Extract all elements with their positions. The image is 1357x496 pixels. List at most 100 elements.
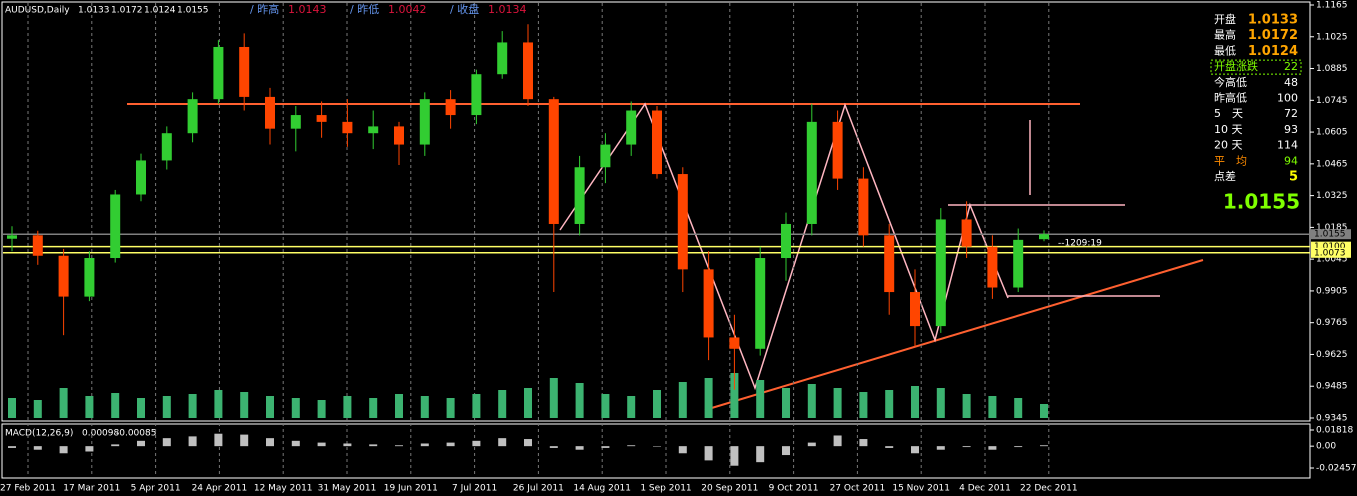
info-value: 93 [1284, 123, 1298, 136]
volume-bar [8, 398, 16, 418]
info-label: 开盘涨跌 [1214, 59, 1258, 73]
volume-bar [266, 396, 274, 418]
info-value: 48 [1284, 76, 1298, 89]
candle-body [7, 235, 17, 239]
x-tick-label: 26 Jul 2011 [513, 484, 564, 494]
y-tick-label: 1.0325 [1316, 191, 1348, 201]
info-value: 72 [1284, 107, 1298, 120]
volume-bar [859, 392, 868, 418]
candle-body [239, 46, 250, 97]
info-label: 5 天 [1214, 107, 1243, 120]
volume-bar [807, 384, 816, 418]
candle-body [755, 258, 766, 349]
macd-bar [807, 442, 816, 447]
macd-bar [936, 446, 945, 450]
volume-bar [756, 380, 765, 418]
volume-bar [885, 390, 894, 418]
x-tick-label: 4 Dec 2011 [959, 484, 1011, 494]
y-tick-label: 0.9905 [1316, 286, 1348, 296]
volume-bar [575, 383, 584, 418]
macd-bar [678, 446, 687, 454]
header-stat-label: / 昨低 [350, 3, 379, 16]
info-value: 94 [1284, 154, 1298, 167]
info-label: 开盘 [1214, 12, 1236, 26]
y-tick-label: 1.1025 [1316, 32, 1348, 42]
volume-bar [162, 396, 171, 418]
macd-bar [988, 446, 997, 450]
macd-bar [214, 433, 223, 447]
price-tag [1311, 247, 1351, 258]
macd-bar [885, 446, 894, 448]
candle-body [781, 223, 791, 259]
macd-bar [472, 440, 481, 447]
candle-body [58, 255, 69, 297]
macd-bar [33, 446, 42, 450]
candle-body [32, 235, 43, 256]
candle-body [419, 99, 430, 145]
candle-body [987, 246, 998, 288]
volume-bar [33, 400, 42, 418]
volume-bar [343, 396, 352, 418]
macd-bar [291, 440, 300, 447]
candle-body [368, 126, 379, 134]
candle-body [394, 126, 404, 145]
macd-bar [85, 446, 94, 452]
info-value: 100 [1277, 92, 1298, 105]
x-tick-label: 27 Feb 2011 [0, 484, 56, 494]
info-label: 今高低 [1214, 75, 1247, 89]
macd-bar [420, 443, 429, 447]
volume-bar [833, 388, 842, 418]
candle-body [574, 167, 585, 224]
macd-bar [59, 446, 68, 454]
macd-bar [575, 446, 584, 450]
header-stat-value: 1.0134 [488, 3, 527, 16]
macd-bar [343, 443, 352, 447]
volume-bar [730, 373, 739, 418]
info-label: 最高 [1214, 28, 1236, 42]
volume-bar [498, 390, 507, 418]
volume-bar [962, 394, 971, 418]
candle-body [832, 121, 843, 179]
volume-bar [137, 398, 145, 418]
candle-body [703, 269, 714, 338]
candle-body [806, 121, 817, 224]
candle-body [523, 42, 533, 100]
symbol-title: AUDUSD,Daily [5, 6, 70, 16]
macd-bar [446, 442, 455, 447]
volume-bar [214, 390, 223, 418]
y-tick-label: 1.0605 [1316, 128, 1348, 138]
y-tick-label: -0.02457 [1316, 464, 1356, 474]
header-value: 1.0124 [144, 6, 176, 16]
header-value: 1.0155 [177, 6, 209, 16]
volume-bar [291, 398, 300, 418]
macd-bar [266, 438, 274, 447]
volume-bar [524, 388, 532, 418]
x-tick-label: 20 Sep 2011 [701, 484, 758, 494]
volume-bar [420, 396, 429, 418]
candle-body [213, 46, 224, 100]
volume-bar [188, 394, 197, 418]
candle-body [265, 96, 275, 129]
macd-bar [395, 445, 403, 447]
price-tag-label: 1.0073 [1314, 248, 1346, 258]
x-tick-label: 14 Aug 2011 [573, 484, 631, 494]
info-value: 114 [1277, 139, 1298, 152]
info-label: 昨高低 [1214, 91, 1247, 105]
candle-body [1039, 234, 1049, 240]
info-label: 点差 [1214, 169, 1236, 183]
y-tick-label: 0.9765 [1316, 318, 1348, 328]
volume-bar [1040, 404, 1048, 418]
x-tick-label: 7 Jul 2011 [452, 484, 497, 494]
y-tick-label: 1.0745 [1316, 96, 1348, 106]
macd-bar [704, 446, 713, 461]
trend-line [704, 259, 1204, 411]
info-value: 1.0124 [1248, 44, 1298, 59]
x-tick-label: 9 Oct 2011 [769, 484, 819, 494]
volume-bar [627, 396, 636, 418]
candle-body [471, 74, 482, 116]
candle-body [884, 235, 895, 293]
macd-bar [627, 445, 636, 447]
info-label: 最低 [1214, 44, 1236, 57]
candle-body [626, 110, 637, 145]
